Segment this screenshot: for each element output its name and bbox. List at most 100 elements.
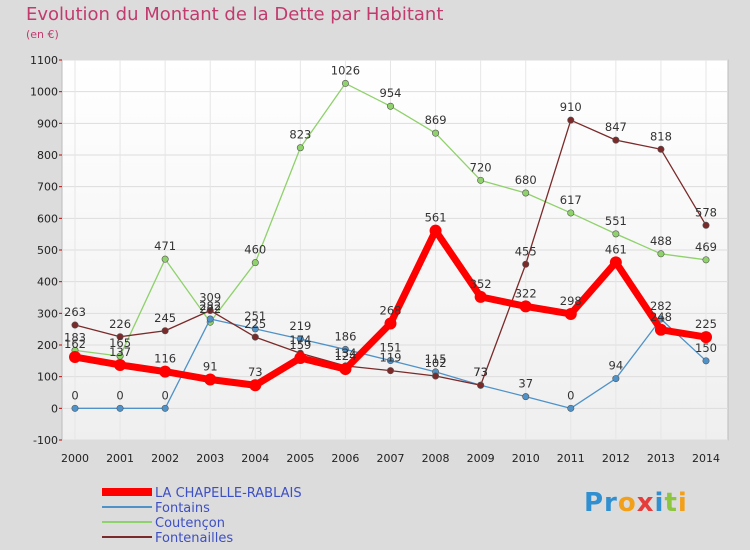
data-label: 954 (380, 86, 402, 100)
data-label: 869 (425, 113, 447, 127)
data-point (249, 379, 262, 392)
data-label: 471 (154, 239, 176, 253)
data-label: 0 (116, 388, 123, 402)
legend-label: Fontains (155, 501, 210, 516)
data-point (564, 307, 577, 320)
data-label: 219 (289, 319, 311, 333)
data-label: 488 (650, 234, 672, 248)
data-point (567, 209, 575, 217)
data-point (251, 333, 259, 341)
data-label: 309 (199, 290, 221, 304)
data-label: 847 (605, 120, 627, 134)
x-tick-label: 2011 (557, 452, 585, 465)
data-label: 245 (154, 311, 176, 325)
logo-part: x (636, 488, 655, 518)
data-label: 91 (203, 360, 218, 374)
data-point (609, 256, 622, 269)
data-point (386, 102, 394, 110)
data-point (522, 393, 530, 401)
data-label: 162 (64, 337, 86, 351)
data-point (386, 357, 394, 365)
data-point (341, 79, 349, 87)
data-label: 115 (425, 352, 447, 366)
x-tick-label: 2008 (422, 452, 450, 465)
x-tick-label: 2013 (647, 452, 675, 465)
data-point (567, 116, 575, 124)
data-label: 73 (473, 365, 488, 379)
logo-part: i (677, 488, 688, 518)
y-tick-label: 400 (37, 276, 58, 289)
data-point (206, 315, 214, 323)
data-label: 720 (470, 160, 492, 174)
data-label: 617 (560, 193, 582, 207)
data-point (522, 189, 530, 197)
data-label: 165 (109, 336, 131, 350)
x-tick-label: 2010 (512, 452, 540, 465)
data-point (612, 136, 620, 144)
data-point (294, 351, 307, 364)
legend-label: Fontenailles (155, 531, 233, 546)
y-tick-label: 1000 (30, 86, 58, 99)
data-point (432, 372, 440, 380)
x-tick-label: 2006 (331, 452, 359, 465)
y-tick-label: 0 (51, 402, 58, 415)
y-tick-label: 100 (37, 371, 58, 384)
data-point (702, 256, 710, 264)
data-label: 37 (518, 377, 533, 391)
data-point (69, 351, 81, 364)
y-tick-label: 200 (37, 339, 58, 352)
data-label: 137 (109, 345, 131, 359)
x-tick-label: 2004 (241, 452, 269, 465)
data-point (702, 357, 710, 365)
data-point (657, 250, 665, 258)
logo-part: o (617, 488, 637, 518)
data-label: 183 (64, 330, 86, 344)
data-label: 268 (380, 303, 402, 317)
chart-unit-label: (en €) (26, 28, 59, 41)
y-tick-label: 800 (37, 149, 58, 162)
x-tick-label: 2005 (286, 452, 314, 465)
data-point (429, 224, 442, 237)
y-tick-label: 300 (37, 307, 58, 320)
data-label: 119 (380, 351, 402, 365)
data-point (159, 365, 172, 378)
data-label: 102 (425, 356, 447, 370)
data-point (161, 255, 169, 263)
data-point (204, 373, 217, 386)
data-label: 298 (560, 294, 582, 308)
data-label: 248 (650, 310, 672, 324)
data-point (477, 381, 485, 389)
data-label: 225 (244, 317, 266, 331)
data-label: 282 (199, 299, 221, 313)
data-label: 455 (515, 244, 537, 258)
data-point (700, 331, 712, 344)
data-label: 1026 (331, 63, 360, 77)
x-tick-label: 2007 (377, 452, 405, 465)
data-label: 551 (605, 214, 627, 228)
logo-part: t (664, 488, 678, 518)
data-point (296, 144, 304, 152)
x-tick-label: 2000 (61, 452, 89, 465)
data-point (251, 325, 259, 333)
data-point (341, 345, 349, 353)
data-label: 186 (334, 329, 356, 343)
data-point (702, 221, 710, 229)
data-point (116, 333, 124, 341)
data-point (384, 317, 397, 330)
data-point (339, 363, 352, 376)
data-point (567, 404, 575, 412)
data-point (71, 404, 79, 412)
legend-label: LA CHAPELLE-RABLAIS (155, 486, 302, 501)
data-label: 134 (334, 346, 356, 360)
data-label: 282 (650, 299, 672, 313)
data-label: 561 (425, 211, 447, 225)
data-label: 159 (289, 338, 311, 352)
data-label: 73 (473, 365, 488, 379)
data-point (296, 335, 304, 343)
data-label: 461 (605, 242, 627, 256)
data-label: 151 (380, 341, 402, 355)
x-tick-label: 2001 (106, 452, 134, 465)
x-tick-label: 2003 (196, 452, 224, 465)
data-label: 0 (567, 388, 574, 402)
data-label: 0 (71, 388, 78, 402)
